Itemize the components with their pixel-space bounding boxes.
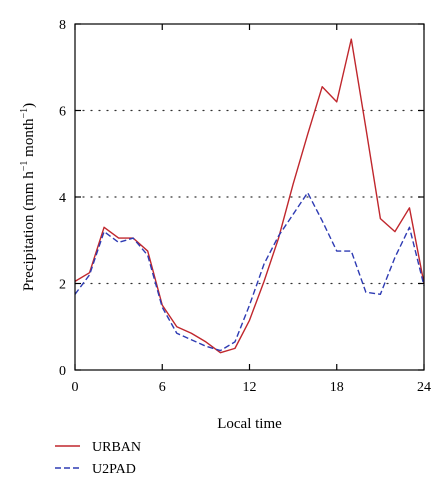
grid-lines: [74, 109, 425, 285]
legend-label-u2pad: U2PAD: [92, 462, 136, 477]
y-axis-title-end: ): [21, 103, 37, 108]
series-line-urban: [74, 38, 425, 354]
x-tick-label-0: 0: [72, 380, 79, 395]
series-lines: [74, 38, 425, 354]
y-axis-title-sup2: −1: [19, 108, 30, 119]
x-axis-title: Local time: [217, 416, 282, 432]
x-tick-label-12: 12: [243, 380, 257, 395]
series-line-u2pad: [74, 191, 425, 352]
y-tick-label-2: 2: [59, 278, 66, 293]
legend: URBAN U2PAD: [55, 440, 141, 477]
x-tick-label-18: 18: [330, 380, 344, 395]
y-tick-label-0: 0: [59, 364, 66, 379]
y-axis-title-part: Precipitation (mm h: [21, 171, 37, 291]
y-axis-title: Precipitation (mm h−1 month−1): [19, 103, 37, 291]
y-axis-title-mid: month: [21, 118, 37, 161]
axis-ticks: [74, 23, 425, 371]
y-tick-label-8: 8: [59, 18, 66, 33]
x-tick-label-6: 6: [159, 380, 166, 395]
y-axis-title-sup1: −1: [19, 161, 30, 172]
y-tick-label-4: 4: [59, 191, 66, 206]
y-tick-label-6: 6: [59, 105, 66, 120]
x-tick-label-24: 24: [417, 380, 431, 395]
legend-label-urban: URBAN: [92, 440, 141, 455]
